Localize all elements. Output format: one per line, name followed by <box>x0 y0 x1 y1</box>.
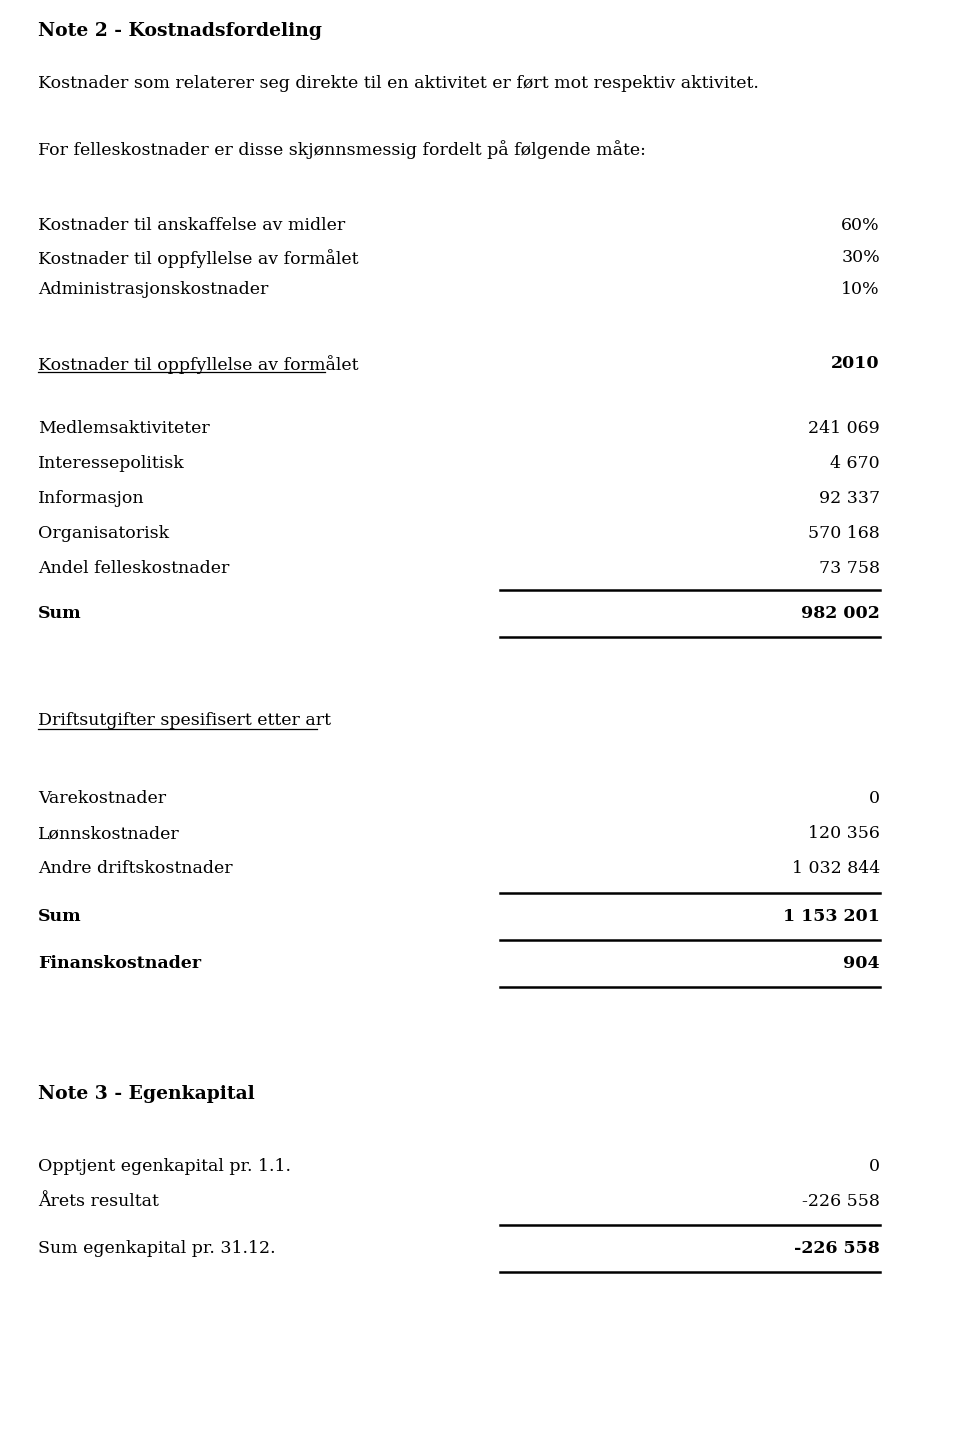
Text: Varekostnader: Varekostnader <box>38 790 166 808</box>
Text: -226 558: -226 558 <box>794 1240 880 1257</box>
Text: 30%: 30% <box>841 249 880 265</box>
Text: 73 758: 73 758 <box>819 560 880 577</box>
Text: Sum: Sum <box>38 605 82 622</box>
Text: 241 069: 241 069 <box>808 420 880 436</box>
Text: 904: 904 <box>844 956 880 972</box>
Text: Årets resultat: Årets resultat <box>38 1193 158 1209</box>
Text: Kostnader som relaterer seg direkte til en aktivitet er ført mot respektiv aktiv: Kostnader som relaterer seg direkte til … <box>38 75 758 91</box>
Text: 120 356: 120 356 <box>808 825 880 842</box>
Text: 1 032 844: 1 032 844 <box>792 860 880 877</box>
Text: 0: 0 <box>869 1159 880 1174</box>
Text: Kostnader til oppfyllelse av formålet: Kostnader til oppfyllelse av formålet <box>38 249 358 268</box>
Text: Note 3 - Egenkapital: Note 3 - Egenkapital <box>38 1085 254 1103</box>
Text: Organisatorisk: Organisatorisk <box>38 525 169 542</box>
Text: 4 670: 4 670 <box>830 455 880 473</box>
Text: 570 168: 570 168 <box>808 525 880 542</box>
Text: 0: 0 <box>869 790 880 808</box>
Text: Andel felleskostnader: Andel felleskostnader <box>38 560 229 577</box>
Text: 60%: 60% <box>841 218 880 233</box>
Text: 1 153 201: 1 153 201 <box>783 908 880 925</box>
Text: 982 002: 982 002 <box>802 605 880 622</box>
Text: Administrasjonskostnader: Administrasjonskostnader <box>38 281 269 299</box>
Text: For felleskostnader er disse skjønnsmessig fordelt på følgende måte:: For felleskostnader er disse skjønnsmess… <box>38 141 646 160</box>
Text: Driftsutgifter spesifisert etter art: Driftsutgifter spesifisert etter art <box>38 712 331 729</box>
Text: Sum: Sum <box>38 908 82 925</box>
Text: Andre driftskostnader: Andre driftskostnader <box>38 860 232 877</box>
Text: Opptjent egenkapital pr. 1.1.: Opptjent egenkapital pr. 1.1. <box>38 1159 291 1174</box>
Text: Interessepolitisk: Interessepolitisk <box>38 455 184 473</box>
Text: Informasjon: Informasjon <box>38 490 145 507</box>
Text: 10%: 10% <box>841 281 880 299</box>
Text: 2010: 2010 <box>831 355 880 373</box>
Text: Kostnader til anskaffelse av midler: Kostnader til anskaffelse av midler <box>38 218 346 233</box>
Text: -226 558: -226 558 <box>803 1193 880 1209</box>
Text: Sum egenkapital pr. 31.12.: Sum egenkapital pr. 31.12. <box>38 1240 276 1257</box>
Text: Lønnskostnader: Lønnskostnader <box>38 825 180 842</box>
Text: Kostnader til oppfyllelse av formålet: Kostnader til oppfyllelse av formålet <box>38 355 358 374</box>
Text: 92 337: 92 337 <box>819 490 880 507</box>
Text: Note 2 - Kostnadsfordeling: Note 2 - Kostnadsfordeling <box>38 22 322 41</box>
Text: Finanskostnader: Finanskostnader <box>38 956 202 972</box>
Text: Medlemsaktiviteter: Medlemsaktiviteter <box>38 420 209 436</box>
